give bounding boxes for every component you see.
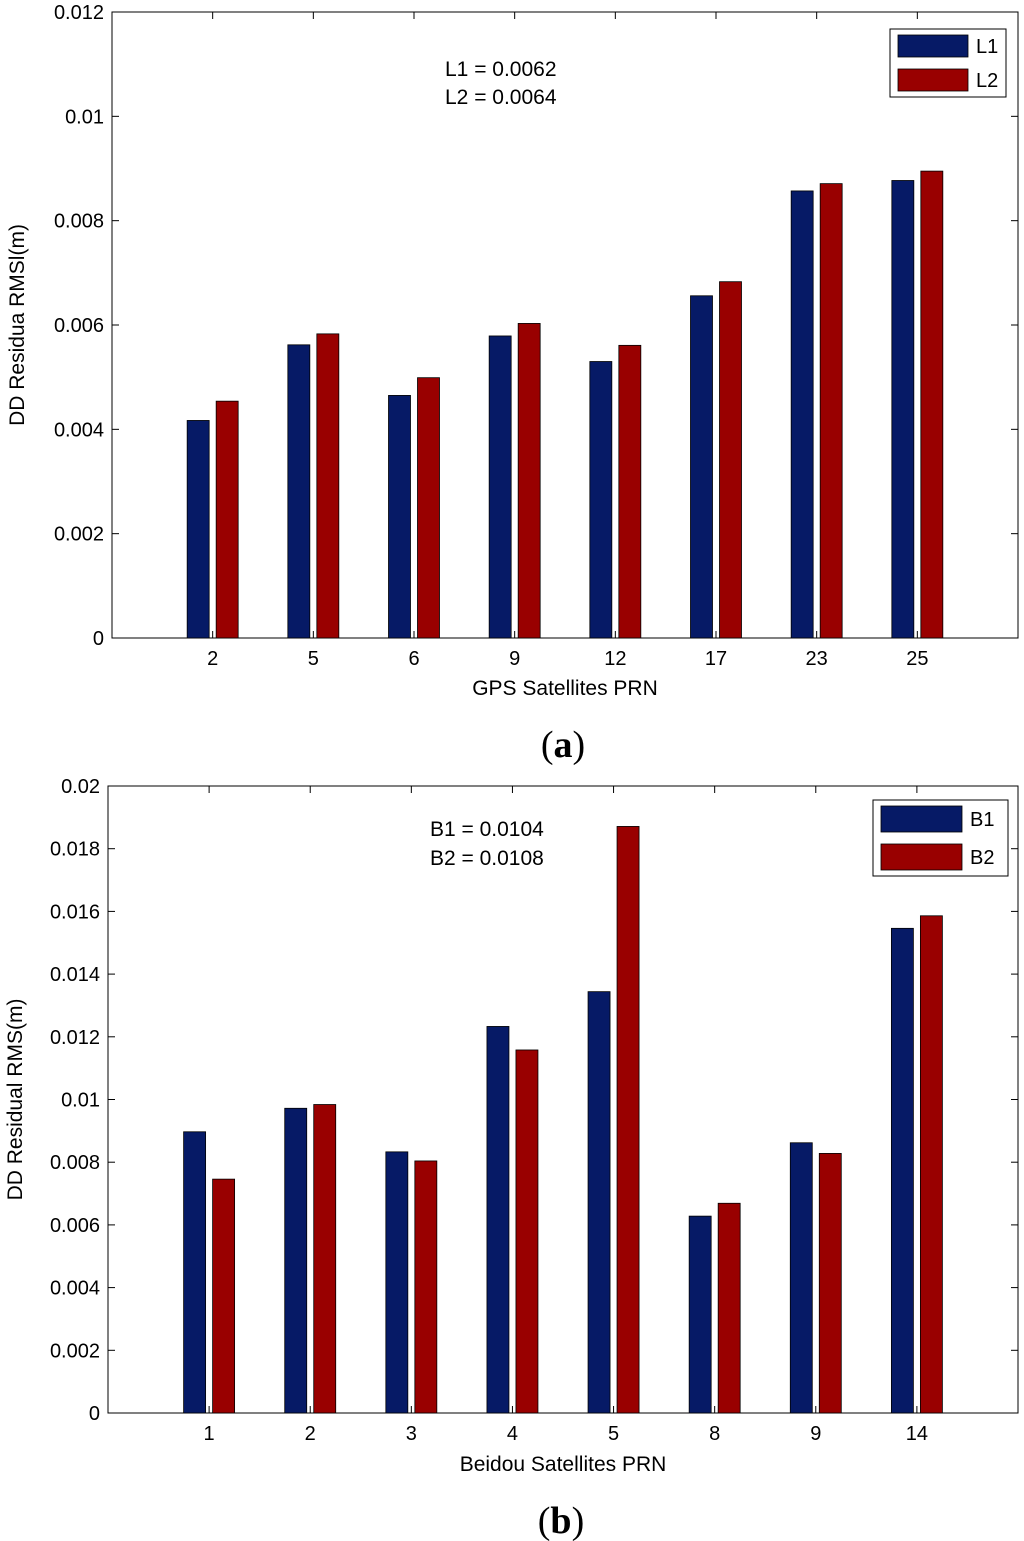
bar-L1-23 xyxy=(790,190,814,639)
x-tick-label: 14 xyxy=(906,1423,928,1445)
y-tick-label: 0.006 xyxy=(50,1215,100,1237)
bar-L1-6 xyxy=(388,395,411,639)
plot-area xyxy=(111,11,1019,639)
x-tick-label: 1 xyxy=(204,1423,215,1445)
bar-B1-9 xyxy=(789,1142,813,1414)
x-tick-label: 9 xyxy=(509,648,520,670)
bar-L2-2 xyxy=(215,400,239,639)
legend-swatch-B1 xyxy=(880,805,963,833)
y-tick-label: 0.018 xyxy=(50,839,100,861)
plot-area xyxy=(107,785,1019,1414)
legend-swatch-B2 xyxy=(880,843,963,871)
annotation-line-1: L1 = 0.0062 xyxy=(445,58,557,81)
x-axis-label: GPS Satellites PRN xyxy=(472,677,658,700)
bar-B2-14 xyxy=(919,915,943,1414)
bar-L2-9 xyxy=(517,323,541,639)
legend-label-L1: L1 xyxy=(976,36,998,58)
bar-B2-8 xyxy=(717,1202,741,1414)
bar-L1-5 xyxy=(287,344,311,639)
bar-L1-9 xyxy=(488,335,512,639)
bar-L2-6 xyxy=(417,377,440,639)
annotation-line-2: B2 = 0.0108 xyxy=(430,847,544,870)
y-tick-label: 0.006 xyxy=(54,315,104,337)
x-tick-label: 3 xyxy=(406,1423,417,1445)
annotation-line-2: L2 = 0.0064 xyxy=(445,86,557,109)
y-axis-label: DD Residual RMS(m) xyxy=(4,999,27,1201)
bar-L1-2 xyxy=(186,420,210,639)
y-tick-label: 0.012 xyxy=(50,1027,100,1049)
bar-B2-4 xyxy=(515,1049,539,1414)
y-tick-label: 0 xyxy=(89,1403,100,1425)
legend-swatch-L1 xyxy=(897,34,969,58)
chart-b: 1 2 3 4 5 8 9 14 0 0.002 0.004 0.006 0.008 0.01 0.012 0… xyxy=(4,776,1019,1541)
y-tick-label: 0.01 xyxy=(61,1090,100,1112)
legend-label-B2: B2 xyxy=(970,847,994,869)
bar-B2-9 xyxy=(818,1153,842,1414)
bar-L1-12 xyxy=(589,361,613,639)
y-tick-label: 0.004 xyxy=(50,1278,100,1300)
x-tick-label: 2 xyxy=(207,648,218,670)
bar-L2-12 xyxy=(618,344,642,639)
x-tick-label: 5 xyxy=(308,648,319,670)
x-tick-label: 17 xyxy=(705,648,727,670)
x-tick-label: 4 xyxy=(507,1423,518,1445)
y-tick-label: 0.01 xyxy=(65,106,104,128)
chart-a: 2 5 6 9 12 17 23 2500.0020.0040.0060.0080.010.0… xyxy=(6,2,1019,766)
y-axis-label: DD Residua RMSl(m) xyxy=(6,224,29,426)
x-tick-label: 6 xyxy=(408,648,419,670)
x-tick-label: 23 xyxy=(806,648,828,670)
bar-B1-3 xyxy=(385,1151,409,1414)
bar-B2-3 xyxy=(414,1160,438,1414)
x-axis-label: Beidou Satellites PRN xyxy=(460,1453,667,1476)
x-tick-label: 25 xyxy=(906,648,928,670)
x-tick-label: 5 xyxy=(608,1423,619,1445)
y-tick-label: 0.012 xyxy=(54,2,104,24)
panel-label: (a) xyxy=(541,724,585,766)
bar-L1-17 xyxy=(690,295,713,639)
bar-L2-5 xyxy=(316,333,340,639)
legend-label-L2: L2 xyxy=(976,70,998,92)
x-tick-label: 9 xyxy=(810,1423,821,1445)
legend-label-B1: B1 xyxy=(970,809,994,831)
y-tick-label: 0.014 xyxy=(50,964,100,986)
legend: L1 L2 xyxy=(889,28,1007,98)
bar-L2-17 xyxy=(719,281,742,639)
panel-label: (b) xyxy=(538,1500,584,1541)
bar-B2-5 xyxy=(616,826,640,1414)
bar-B1-2 xyxy=(284,1107,308,1414)
y-tick-label: 0.02 xyxy=(61,776,100,798)
bar-L1-25 xyxy=(891,180,915,639)
y-tick-label: 0 xyxy=(93,628,104,650)
legend: B1 B2 xyxy=(872,799,1009,877)
bar-L2-25 xyxy=(920,170,944,639)
bar-B1-1 xyxy=(183,1131,207,1414)
y-tick-label: 0.016 xyxy=(50,901,100,923)
y-tick-label: 0.002 xyxy=(54,524,104,546)
y-tick-label: 0.008 xyxy=(54,211,104,233)
bar-B2-2 xyxy=(313,1104,337,1414)
y-tick-label: 0.008 xyxy=(50,1152,100,1174)
bar-B2-1 xyxy=(212,1178,236,1414)
y-tick-label: 0.002 xyxy=(50,1340,100,1362)
x-tick-label: 12 xyxy=(604,648,626,670)
bar-B1-14 xyxy=(890,927,914,1414)
x-tick-label: 8 xyxy=(709,1423,720,1445)
x-tick-label: 2 xyxy=(305,1423,316,1445)
bar-B1-4 xyxy=(486,1026,510,1414)
bar-B1-8 xyxy=(688,1215,712,1414)
legend-swatch-L2 xyxy=(897,68,969,92)
bar-L2-23 xyxy=(819,183,843,639)
bar-B1-5 xyxy=(587,991,611,1414)
annotation-line-1: B1 = 0.0104 xyxy=(430,818,544,841)
y-tick-label: 0.004 xyxy=(54,419,104,441)
